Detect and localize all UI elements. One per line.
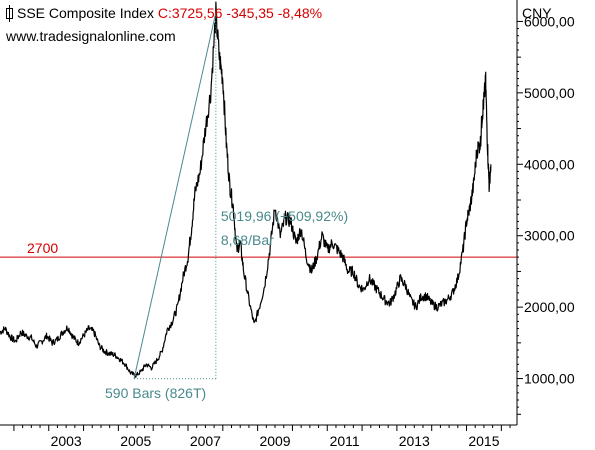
x-tick-label: 2007 xyxy=(190,433,221,449)
x-axis: 2003 2005 2007 2009 2011 2013 2015 xyxy=(0,424,517,449)
y-tick-label: 4000,00 xyxy=(524,156,575,172)
x-tick-label: 2003 xyxy=(51,433,82,449)
y-tick-label: 3000,00 xyxy=(524,228,575,244)
x-tick-label: 2015 xyxy=(468,433,499,449)
plot-area: 2700 5019,96 (+509,92%) 8,68/Bar 590 Bars (… xyxy=(0,1,517,401)
y-tick-label: 2000,00 xyxy=(524,299,575,315)
trend-measure-line xyxy=(133,12,217,379)
last-quote: C:3725,56 -345,35 -8,48% xyxy=(157,5,323,21)
y-axis: 1000,00 2000,00 3000,00 4000,00 5000,00 6000,… xyxy=(516,0,575,425)
annotation-change-label: 5019,96 (+509,92%) xyxy=(221,208,348,224)
currency-label: CNY xyxy=(522,5,552,21)
annotation-bars-label: 590 Bars (826T) xyxy=(105,385,206,401)
bar-chart-icon xyxy=(6,5,13,22)
y-tick-label: 5000,00 xyxy=(524,85,575,101)
y-tick-label: 6000,00 xyxy=(524,13,575,29)
x-tick-label: 2009 xyxy=(259,433,290,449)
y-tick-label: 1000,00 xyxy=(524,371,575,387)
reference-line-label: 2700 xyxy=(27,240,58,256)
chart-title: SSE Composite Index C:3725,56 -345,35 -8… xyxy=(6,5,323,22)
x-tick-label: 2013 xyxy=(399,433,430,449)
price-line xyxy=(0,1,492,378)
instrument-name: SSE Composite Index xyxy=(17,5,154,21)
x-tick-label: 2011 xyxy=(330,433,360,449)
website-label: www.tradesignalonline.com xyxy=(6,28,176,44)
x-tick-label: 2005 xyxy=(120,433,151,449)
annotation-rate-label: 8,68/Bar xyxy=(221,232,274,248)
